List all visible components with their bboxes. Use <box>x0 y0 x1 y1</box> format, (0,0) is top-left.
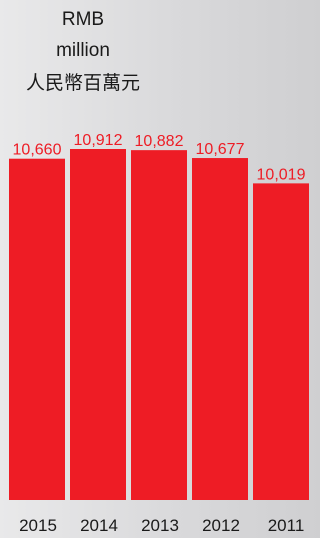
bar-2013 <box>131 150 187 500</box>
unit-label-line-2: million <box>56 40 110 61</box>
value-label-2014: 10,912 <box>74 132 123 149</box>
bar-2012 <box>192 158 248 501</box>
x-tick-label-2011: 2011 <box>268 516 305 535</box>
value-label-2011: 10,019 <box>257 166 306 183</box>
x-tick-label-2012: 2012 <box>202 516 240 535</box>
value-label-2013: 10,882 <box>135 133 184 150</box>
bar-2011 <box>253 183 309 500</box>
x-tick-label-2013: 2013 <box>141 516 179 535</box>
bar-2015 <box>9 158 65 500</box>
value-label-2015: 10,660 <box>13 142 62 159</box>
unit-label-line-3: 人民幣百萬元 <box>25 73 140 94</box>
bar-2014 <box>70 149 126 500</box>
value-label-2012: 10,677 <box>196 141 245 158</box>
x-tick-label-2015: 2015 <box>19 516 57 535</box>
unit-label-line-1: RMB <box>61 9 105 30</box>
x-tick-label-2014: 2014 <box>80 516 118 535</box>
